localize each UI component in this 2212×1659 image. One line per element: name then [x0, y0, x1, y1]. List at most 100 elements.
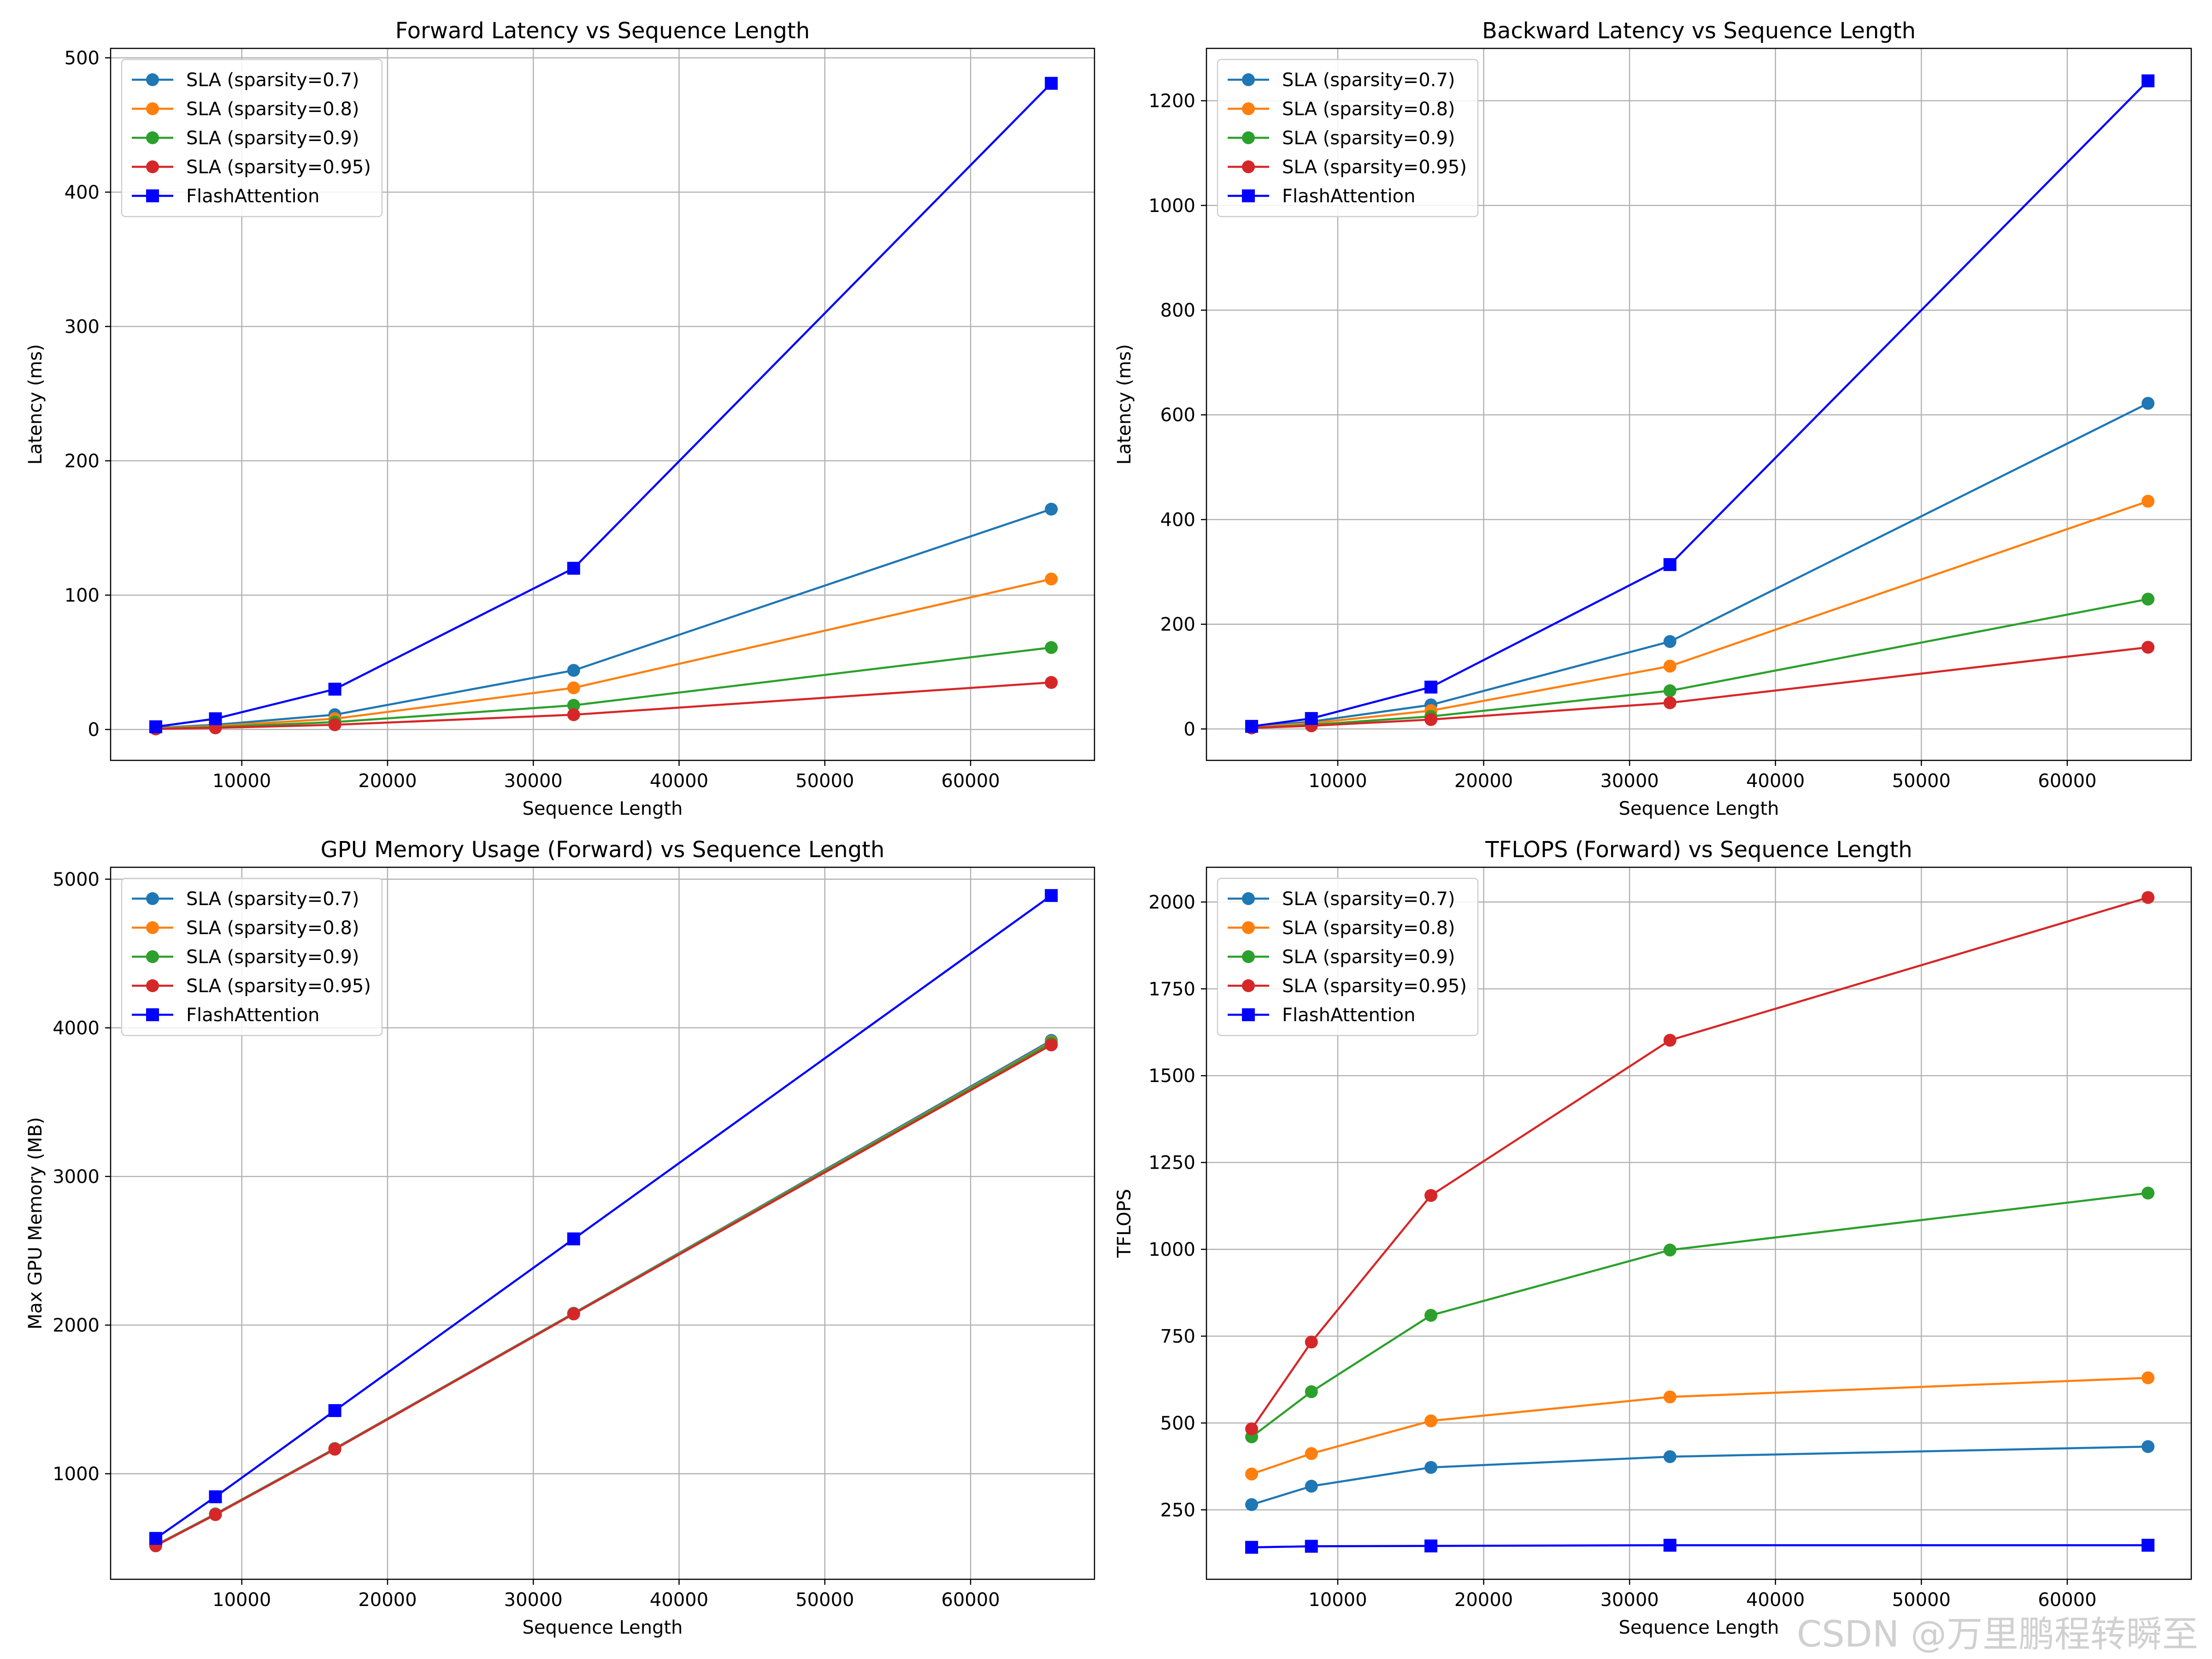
- legend-label: SLA (sparsity=0.95): [1282, 976, 1467, 997]
- legend-marker: [146, 131, 159, 144]
- data-point-marker: [1663, 684, 1677, 697]
- x-tick-label: 40000: [1746, 771, 1805, 792]
- legend-label: FlashAttention: [186, 186, 319, 207]
- data-point-marker: [1245, 1498, 1259, 1511]
- series-group: [1245, 74, 2155, 735]
- legend-label: FlashAttention: [186, 1005, 319, 1026]
- legend-marker: [146, 160, 159, 173]
- data-point-marker: [1663, 696, 1677, 710]
- data-point-marker: [209, 712, 222, 725]
- x-tick-label: 20000: [1454, 1589, 1513, 1611]
- data-point-marker: [567, 681, 580, 694]
- data-point-marker: [567, 699, 580, 712]
- data-point-marker: [1305, 712, 1318, 725]
- legend-box: [1217, 877, 1479, 1036]
- data-point-marker: [149, 720, 162, 734]
- data-point-marker: [1663, 1450, 1677, 1463]
- x-tick-label: 10000: [1308, 771, 1367, 792]
- legend-box: [121, 877, 383, 1036]
- data-point-marker: [1424, 1309, 1438, 1322]
- data-point-marker: [1045, 572, 1058, 586]
- data-point-marker: [328, 682, 341, 696]
- chart-2: 10000 20000 30000 40000 50000 60000 0 200 400 600…: [1114, 18, 2192, 819]
- series-group: [1245, 891, 2155, 1554]
- chart-title: Backward Latency vs Sequence Length: [1482, 18, 1916, 44]
- x-tick-label: 60000: [941, 1589, 1000, 1611]
- chart-4: 10000 20000 30000 40000 50000 60000 250 500 750 1…: [1114, 837, 2192, 1638]
- data-point-marker: [1424, 1189, 1438, 1202]
- chart-title: TFLOPS (Forward) vs Sequence Length: [1485, 837, 1912, 863]
- data-point-marker: [1245, 1541, 1259, 1554]
- y-tick-label: 1500: [1148, 1065, 1195, 1087]
- x-tick-label: 30000: [1600, 1589, 1659, 1611]
- data-point-marker: [567, 562, 580, 575]
- x-axis-label: Sequence Length: [1619, 798, 1779, 819]
- legend-label: SLA (sparsity=0.8): [1282, 99, 1455, 120]
- data-point-marker: [328, 1442, 341, 1456]
- data-point-marker: [328, 1404, 341, 1417]
- legend-marker: [1242, 160, 1255, 173]
- legend-marker: [146, 921, 159, 934]
- y-tick-label: 2000: [53, 1315, 100, 1336]
- x-tick-label: 40000: [650, 771, 708, 792]
- legend-marker: [146, 73, 159, 86]
- legend-label: SLA (sparsity=0.7): [186, 70, 359, 91]
- plot-frame: [1206, 866, 2192, 1580]
- data-point-marker: [2141, 1539, 2155, 1552]
- y-tick-label: 400: [1160, 509, 1195, 530]
- x-tick-label: 50000: [1892, 771, 1951, 792]
- legend-marker: [1242, 892, 1255, 905]
- x-tick-label: 20000: [1454, 771, 1513, 792]
- chart-title: Forward Latency vs Sequence Length: [395, 18, 810, 44]
- legend-label: SLA (sparsity=0.8): [186, 918, 359, 939]
- x-tick-label: 10000: [212, 771, 271, 792]
- y-tick-label: 4000: [53, 1018, 100, 1039]
- data-point-marker: [2141, 1440, 2155, 1453]
- legend-marker: [1242, 979, 1255, 992]
- y-tick-label: 1000: [1148, 1239, 1195, 1260]
- x-tick-label: 50000: [795, 771, 854, 792]
- x-tick-label: 50000: [795, 1589, 854, 1611]
- legend-label: SLA (sparsity=0.95): [186, 976, 371, 997]
- y-tick-label: 2000: [1148, 892, 1195, 913]
- y-tick-label: 500: [65, 47, 100, 69]
- y-axis-label: Latency (ms): [25, 344, 46, 465]
- data-point-marker: [1045, 1038, 1058, 1052]
- legend-marker: [1242, 921, 1255, 934]
- data-point-marker: [567, 1307, 580, 1321]
- legend-label: SLA (sparsity=0.95): [186, 157, 371, 178]
- x-tick-label: 10000: [212, 1589, 271, 1611]
- x-tick-label: 30000: [504, 771, 563, 792]
- data-point-marker: [1245, 720, 1259, 733]
- y-tick-label: 250: [1160, 1500, 1195, 1521]
- watermark: CSDN @万里鹏程转瞬至: [1796, 1614, 2198, 1655]
- data-point-marker: [567, 708, 580, 721]
- data-point-marker: [567, 1232, 580, 1246]
- data-point-marker: [1305, 1335, 1318, 1349]
- data-point-marker: [1424, 1461, 1438, 1474]
- data-point-marker: [1663, 659, 1677, 673]
- y-tick-label: 400: [65, 182, 100, 203]
- data-point-marker: [1045, 641, 1058, 654]
- legend-label: SLA (sparsity=0.9): [1282, 128, 1455, 149]
- data-point-marker: [1245, 1422, 1259, 1435]
- y-tick-label: 300: [65, 316, 100, 337]
- x-tick-label: 30000: [1600, 771, 1659, 792]
- data-point-marker: [1305, 1447, 1318, 1460]
- legend-box: [121, 59, 383, 218]
- x-tick-label: 60000: [2038, 771, 2096, 792]
- data-point-marker: [1305, 1385, 1318, 1399]
- y-tick-label: 200: [65, 451, 100, 472]
- y-tick-label: 750: [1160, 1326, 1195, 1347]
- x-axis-label: Sequence Length: [1619, 1617, 1779, 1638]
- y-tick-label: 600: [1160, 405, 1195, 426]
- data-point-marker: [209, 1490, 222, 1503]
- chart-3: 10000 20000 30000 40000 50000 60000 1000 2000 30…: [25, 837, 1095, 1638]
- series-group: [149, 76, 1058, 735]
- y-tick-label: 5000: [53, 869, 100, 890]
- y-tick-label: 1000: [53, 1464, 100, 1485]
- y-tick-label: 1000: [1148, 195, 1195, 217]
- data-point-marker: [2141, 494, 2155, 508]
- x-tick-label: 50000: [1892, 1589, 1951, 1611]
- data-point-marker: [2141, 891, 2155, 904]
